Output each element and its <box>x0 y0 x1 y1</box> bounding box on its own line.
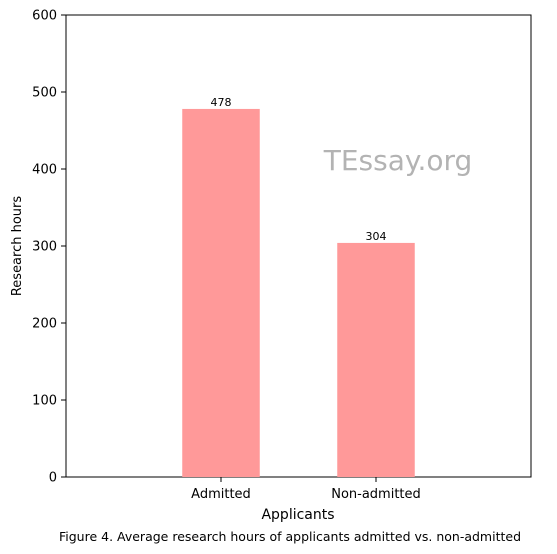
data-label: 478 <box>211 96 232 109</box>
x-tick-label: Non-admitted <box>331 487 421 502</box>
data-label: 304 <box>366 230 387 243</box>
y-tick-label: 100 <box>32 394 57 409</box>
y-tick-label: 400 <box>32 163 57 178</box>
y-tick-label: 200 <box>32 317 57 332</box>
bar-admitted <box>182 108 260 477</box>
y-tick-label: 0 <box>49 471 57 486</box>
y-tick-label: 600 <box>32 9 57 24</box>
x-tick-label: Admitted <box>191 487 251 502</box>
y-tick-label: 300 <box>32 240 57 255</box>
figure-caption: Figure 4. Average research hours of appl… <box>59 529 521 544</box>
plot-frame <box>65 14 532 478</box>
y-axis-title: Research hours <box>10 196 25 297</box>
watermark-text: TEssay.org <box>323 144 473 177</box>
x-axis-title: Applicants <box>261 507 334 523</box>
y-tick-label: 500 <box>32 86 57 101</box>
bar-non-admitted <box>337 242 415 477</box>
